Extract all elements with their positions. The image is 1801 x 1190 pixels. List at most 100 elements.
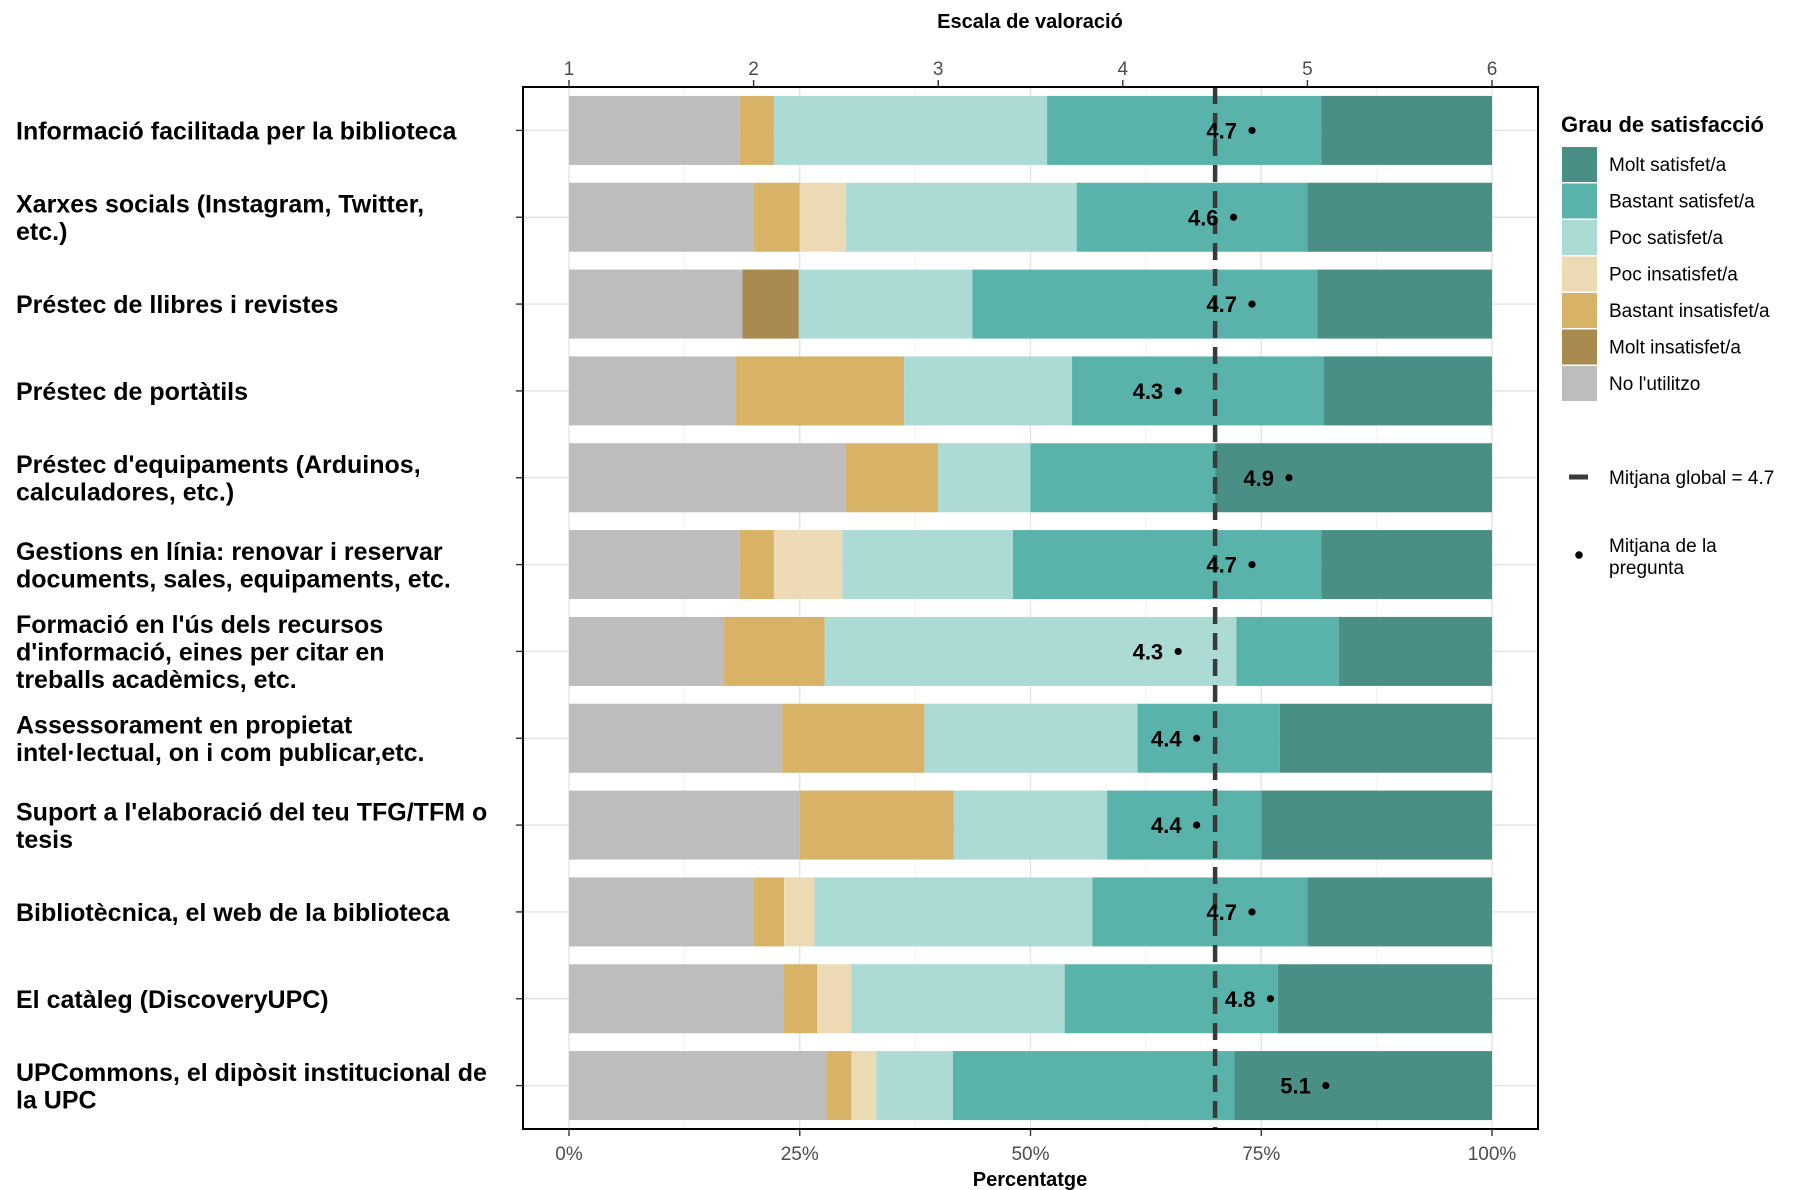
mean-point xyxy=(1193,821,1201,829)
bar-segment xyxy=(784,877,815,947)
bar-segment xyxy=(1234,1051,1492,1121)
legend-global-mean-label: Mitjana global = 4.7 xyxy=(1609,468,1774,489)
question-label: intel·lectual, on i com publicar,etc. xyxy=(16,739,424,767)
question-label: Suport a l'elaboració del teu TFG/TFM o xyxy=(16,798,487,826)
legend-swatch xyxy=(1562,329,1597,365)
bar-segment xyxy=(1279,703,1492,773)
bar-segment xyxy=(1324,356,1492,426)
question-label: Préstec d'equipaments (Arduinos, xyxy=(16,451,421,479)
bar-segment xyxy=(817,964,852,1034)
question-label: UPCommons, el dipòsit institucional de xyxy=(16,1059,487,1087)
legend-swatch xyxy=(1562,147,1597,182)
bar-segment xyxy=(1076,182,1308,252)
question-label: Gestions en línia: renovar i reservar xyxy=(16,538,443,566)
bar-segment xyxy=(736,356,905,426)
legend-swatch xyxy=(1562,256,1597,292)
question-label: calculadores, etc.) xyxy=(16,479,234,507)
bar-segment xyxy=(1072,356,1325,426)
mean-point xyxy=(1193,734,1201,742)
bar-segment xyxy=(782,703,925,773)
bar-segment xyxy=(773,530,843,600)
question-label: la UPC xyxy=(16,1086,97,1114)
mean-point xyxy=(1248,300,1256,308)
question-label: Xarxes socials (Instagram, Twitter, xyxy=(16,191,424,219)
bar-segment xyxy=(569,269,743,339)
question-label: Préstec de portàtils xyxy=(16,378,248,406)
mean-point xyxy=(1229,213,1238,221)
top-axis-ticks: 1 2 3 4 5 6 xyxy=(564,59,1497,87)
bar-segment xyxy=(1277,964,1492,1034)
bar-segment xyxy=(851,1051,877,1121)
mean-label: 4.9 xyxy=(1243,466,1274,491)
bar-segment xyxy=(851,964,1065,1034)
bar-segment xyxy=(798,269,973,339)
legend-question-mean-label: Mitjana de la xyxy=(1609,536,1717,557)
bar-segment xyxy=(1317,269,1492,339)
mean-label: 4.4 xyxy=(1151,726,1182,751)
question-label: documents, sales, equipaments, etc. xyxy=(16,565,451,593)
bar-segment xyxy=(1307,877,1492,947)
bar-segment xyxy=(742,269,799,339)
mean-point xyxy=(1248,908,1256,916)
bar-segment xyxy=(1107,790,1262,860)
bottom-tick-label: 25% xyxy=(781,1144,819,1165)
mean-label: 4.6 xyxy=(1188,205,1219,230)
bottom-axis-ticks: 0% 25% 50% 75% 100% xyxy=(555,1129,1516,1165)
bar-segment xyxy=(1047,95,1322,165)
question-label: treballs acadèmics, etc. xyxy=(16,666,297,694)
legend-question-mean-label: pregunta xyxy=(1609,558,1684,579)
bar-segment xyxy=(569,1051,827,1121)
top-tick-label: 5 xyxy=(1302,59,1313,80)
top-tick-label: 2 xyxy=(748,59,759,80)
bar-segment xyxy=(569,95,740,165)
legend-item-label: No l'utilitzo xyxy=(1609,374,1700,395)
bar-segment xyxy=(1137,703,1280,773)
bar-segment xyxy=(799,790,954,860)
mean-label: 4.3 xyxy=(1133,639,1164,664)
top-tick-label: 4 xyxy=(1118,59,1129,80)
mean-label: 4.7 xyxy=(1206,118,1237,143)
bar-segment xyxy=(845,443,939,513)
bar-segment xyxy=(952,1051,1235,1121)
bar-segment xyxy=(724,616,825,686)
mean-point xyxy=(1248,560,1256,569)
legend-swatch xyxy=(1562,366,1597,401)
mean-point xyxy=(1174,387,1182,395)
mean-label: 4.3 xyxy=(1133,379,1164,404)
mean-point xyxy=(1174,647,1182,656)
legend-swatch xyxy=(1562,293,1597,328)
bar-segment xyxy=(824,616,1237,686)
bar-segment xyxy=(1030,443,1216,513)
bar-segment xyxy=(1092,877,1308,947)
mean-label: 4.8 xyxy=(1225,987,1256,1012)
mean-label: 4.7 xyxy=(1206,292,1237,317)
mean-label: 4.7 xyxy=(1206,900,1237,925)
bar-segment xyxy=(904,356,1073,426)
legend-swatch xyxy=(1562,220,1597,255)
legend-title: Grau de satisfacció xyxy=(1561,112,1764,137)
bar-segment xyxy=(1215,443,1492,513)
bar-segment xyxy=(1321,95,1492,165)
question-label: El catàleg (DiscoveryUPC) xyxy=(16,986,329,1014)
bar-segment xyxy=(1064,964,1278,1034)
bar-segment xyxy=(569,182,754,252)
bar-segment xyxy=(783,964,818,1034)
legend-item-label: Molt satisfet/a xyxy=(1609,155,1727,176)
bar-segment xyxy=(569,356,737,426)
bottom-tick-label: 50% xyxy=(1011,1144,1049,1165)
bar-segment xyxy=(1307,182,1492,252)
question-label: Assessorament en propietat xyxy=(16,712,353,740)
bar-segment xyxy=(924,703,1138,773)
bar-segment xyxy=(1236,616,1339,686)
question-label: d'informació, eines per citar en xyxy=(16,638,385,666)
legend-item-label: Bastant insatisfet/a xyxy=(1609,301,1770,322)
bar-segment xyxy=(1338,616,1492,686)
bar-segment xyxy=(773,95,1048,165)
bar-segment xyxy=(569,790,800,860)
top-tick-label: 3 xyxy=(933,59,944,80)
bar-segment xyxy=(753,182,800,252)
legend-item-label: Bastant satisfet/a xyxy=(1609,192,1755,213)
top-tick-label: 1 xyxy=(564,59,575,80)
question-label: tesis xyxy=(16,826,73,854)
